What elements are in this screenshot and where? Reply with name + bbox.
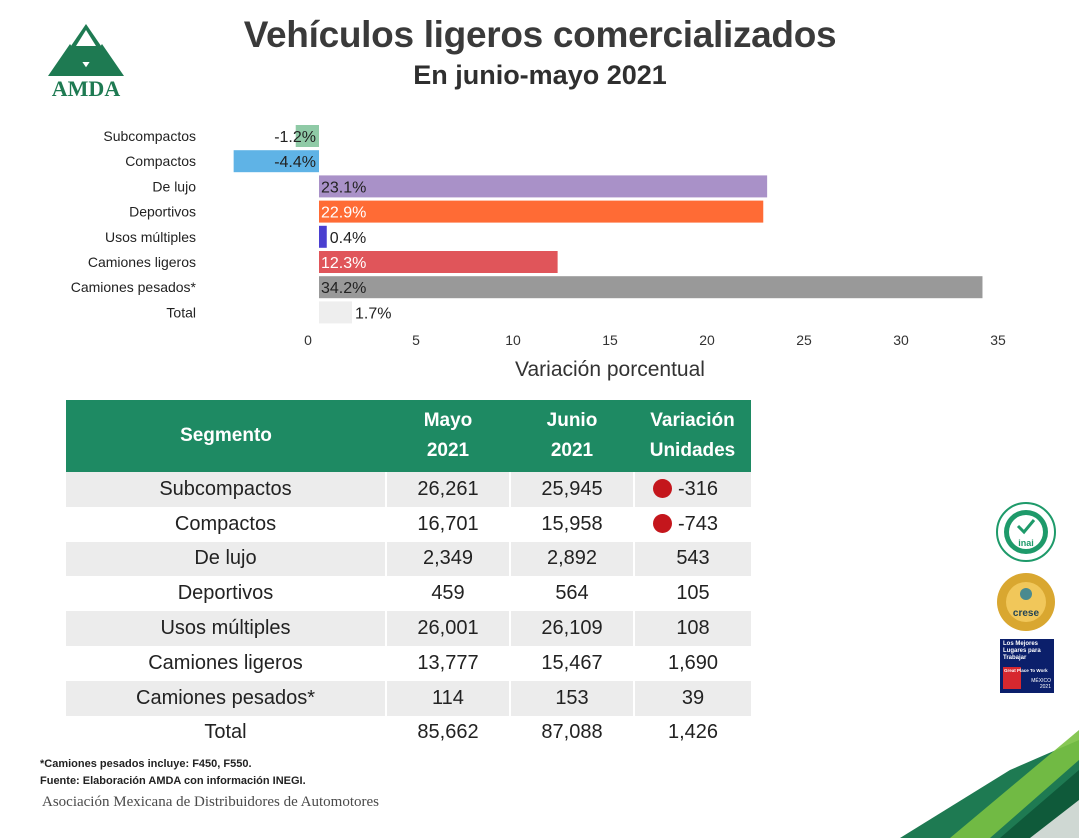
x-tick-label: 0: [304, 332, 312, 348]
source-note: Fuente: Elaboración AMDA con información…: [40, 775, 306, 787]
footnote: *Camiones pesados incluye: F450, F550.: [40, 758, 252, 770]
cell-variacion: 543: [633, 541, 751, 577]
bar-camiones-pesados-: [319, 276, 983, 299]
bar-subcompactos: [295, 125, 319, 147]
cell-variacion: 105: [633, 576, 751, 612]
cell-variacion: 1,690: [633, 645, 751, 681]
bar-camiones-ligeros: [319, 251, 558, 273]
cell-variacion: 1,426: [633, 715, 751, 751]
page-subtitle: En junio-mayo 2021: [413, 60, 667, 90]
cell-mayo: 26,001: [385, 611, 510, 646]
negative-indicator-icon: [653, 513, 672, 533]
table-row: Deportivos 459 564 105: [66, 576, 751, 612]
cell-junio: 15,958: [509, 506, 634, 542]
category-label: Total: [166, 304, 196, 320]
table-row: Compactos 16,701 15,958 -743: [66, 506, 751, 542]
cell-junio: 25,945: [509, 472, 634, 507]
cell-mayo: 16,701: [385, 506, 510, 542]
value-label: 34.2%: [321, 280, 366, 297]
cell-junio: 564: [509, 576, 634, 612]
svg-text:inai: inai: [1018, 538, 1034, 548]
x-tick-label: 15: [602, 332, 618, 348]
cell-mayo: 85,662: [385, 715, 510, 751]
table-header-row: Segmento Mayo 2021 Junio 2021 Variación Uni…: [66, 400, 751, 472]
value-label: 22.9%: [321, 205, 366, 222]
category-label: Camiones ligeros: [88, 254, 196, 270]
cell-junio: 15,467: [509, 645, 634, 681]
value-label: 0.4%: [330, 230, 366, 247]
header-segmento: Segmento: [66, 400, 386, 472]
x-axis-label: Variación porcentual: [515, 358, 705, 381]
corner-decoration: [900, 730, 1079, 838]
x-tick-label: 10: [505, 332, 521, 348]
header-junio: Junio 2021: [510, 400, 634, 472]
cell-segmento: Subcompactos: [66, 472, 386, 507]
category-label: Subcompactos: [103, 128, 196, 144]
bar-chart: Subcompactos Compactos De lujo Deportivos Us…: [71, 125, 1006, 381]
cell-segmento: Deportivos: [177, 582, 274, 605]
cell-junio: 153: [509, 680, 634, 716]
x-tick-label: 25: [796, 332, 812, 348]
page-title: Vehículos ligeros comercializados: [243, 14, 837, 55]
value-label: 1.7%: [355, 305, 391, 322]
value-label: -1.2%: [274, 129, 316, 146]
header-variacion: Variación Unidades: [634, 400, 751, 472]
cell-variacion: 108: [633, 611, 751, 646]
table-row: Camiones ligeros 13,777 15,467 1,690: [66, 645, 751, 681]
bar-total: [319, 301, 352, 324]
table-row: De lujo 2,349 2,892 543: [66, 541, 751, 577]
svg-text:AMDA: AMDA: [52, 76, 121, 100]
category-label: Usos múltiples: [105, 229, 196, 245]
cell-mayo: 2,349: [385, 541, 510, 577]
x-tick-label: 35: [990, 332, 1006, 348]
amda-logo: AMDA: [40, 24, 132, 101]
x-tick-label: 20: [699, 332, 715, 348]
value-label: -4.4%: [274, 154, 316, 171]
cell-segmento: Usos múltiples: [66, 611, 386, 646]
value-label: 12.3%: [321, 255, 366, 272]
cell-variacion: 39: [633, 680, 751, 716]
cell-segmento: Total: [204, 721, 247, 744]
negative-indicator-icon: [653, 478, 672, 498]
cell-variacion: -743: [633, 506, 751, 542]
cell-mayo: 26,261: [385, 472, 510, 507]
bar-deportivos: [319, 200, 764, 223]
category-label: Camiones pesados*: [71, 279, 197, 295]
category-label: Compactos: [125, 153, 196, 169]
category-label: De lujo: [152, 178, 196, 194]
table-row: Subcompactos 26,261 25,945 -316: [66, 472, 751, 507]
cell-mayo: 114: [385, 680, 510, 716]
x-tick-label: 5: [412, 332, 420, 348]
cell-segmento: Camiones ligeros: [148, 651, 303, 674]
data-table: Segmento Mayo 2021 Junio 2021 Variación Uni…: [66, 400, 751, 751]
cell-mayo: 13,777: [385, 645, 510, 681]
cell-segmento: Camiones pesados*: [66, 680, 386, 716]
category-label: Deportivos: [129, 204, 196, 220]
cell-variacion: -316: [633, 472, 751, 507]
table-row: Camiones pesados* 114 153 39: [66, 680, 751, 716]
bar-usos-múltiples: [319, 225, 327, 248]
inai-badge: inai: [996, 502, 1056, 562]
great-place-to-work-badge: Los Mejores Lugares para Trabajar Great …: [1000, 639, 1054, 693]
table-row: Total 85,662 87,088 1,426: [66, 715, 751, 751]
bar-compactos: [233, 150, 319, 173]
x-tick-label: 30: [893, 332, 909, 348]
bar-de-lujo: [319, 175, 768, 198]
cell-segmento: Compactos: [174, 512, 277, 535]
organization-name: Asociación Mexicana de Distribuidores de…: [42, 794, 380, 810]
svg-text:crese: crese: [1013, 608, 1040, 619]
value-label: 23.1%: [321, 179, 366, 196]
table-row: Usos múltiples 26,001 26,109 108: [66, 611, 751, 646]
cell-mayo: 459: [385, 576, 510, 612]
crese-badge: crese: [996, 572, 1056, 632]
cell-segmento: De lujo: [66, 541, 386, 577]
cell-junio: 2,892: [509, 541, 634, 577]
cell-junio: 26,109: [509, 611, 634, 646]
cell-junio: 87,088: [509, 715, 634, 751]
header-mayo: Mayo 2021: [386, 400, 510, 472]
